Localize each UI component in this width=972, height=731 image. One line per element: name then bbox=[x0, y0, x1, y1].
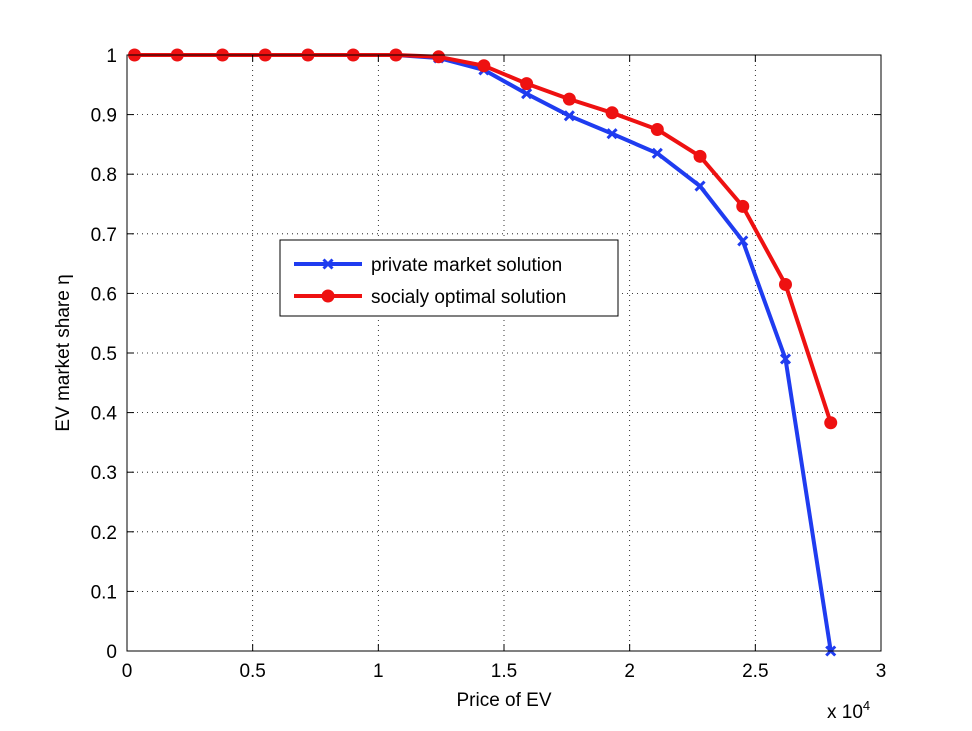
data-point bbox=[432, 50, 446, 64]
legend-label: socialy optimal solution bbox=[371, 287, 566, 308]
data-point bbox=[651, 147, 663, 159]
y-tick-label: 0.7 bbox=[91, 225, 117, 246]
data-point bbox=[521, 88, 533, 100]
data-point bbox=[736, 199, 750, 213]
data-point bbox=[694, 180, 706, 192]
data-point bbox=[606, 128, 618, 140]
x-tick-label: 2 bbox=[624, 661, 635, 682]
data-point bbox=[693, 149, 707, 163]
y-tick-label: 0.8 bbox=[91, 165, 117, 186]
data-point bbox=[563, 110, 575, 122]
legend-box bbox=[279, 239, 619, 317]
x-tick-label: 0.5 bbox=[239, 661, 265, 682]
y-tick-label: 0.1 bbox=[91, 582, 117, 603]
data-point bbox=[737, 235, 749, 247]
x-axis-multiplier-exponent: 4 bbox=[863, 698, 870, 713]
data-point bbox=[520, 77, 534, 91]
data-point bbox=[562, 92, 576, 106]
y-tick-label: 0.5 bbox=[91, 344, 117, 365]
legend-item: private market solution bbox=[294, 255, 562, 276]
x-tick-label: 2.5 bbox=[742, 661, 768, 682]
y-tick-label: 0.3 bbox=[91, 463, 117, 484]
legend-marker bbox=[322, 258, 334, 270]
y-axis-label: EV market share η bbox=[53, 274, 74, 431]
x-tick-label: 1 bbox=[373, 661, 384, 682]
x-tick-label: 1.5 bbox=[491, 661, 517, 682]
x-axis-label: Price of EV bbox=[456, 690, 551, 711]
data-point bbox=[824, 416, 838, 430]
data-point bbox=[477, 59, 491, 73]
legend-label: private market solution bbox=[371, 255, 562, 276]
data-point bbox=[605, 106, 619, 120]
x-tick-label: 0 bbox=[122, 661, 133, 682]
y-tick-label: 1 bbox=[106, 46, 117, 67]
y-tick-label: 0.2 bbox=[91, 523, 117, 544]
data-point bbox=[650, 123, 664, 136]
legend-item: socialy optimal solution bbox=[294, 287, 566, 308]
x-axis-multiplier-base: x 10 bbox=[827, 702, 863, 723]
ticks: 0 0.5 1 1.5 2 2.5 3 0 0.1 0.2 0.3 0.4 0.5 0.6 0.7 0.8 0.… bbox=[91, 46, 887, 682]
x-tick-label: 3 bbox=[876, 661, 887, 682]
data-point bbox=[779, 353, 792, 365]
y-tick-label: 0.9 bbox=[91, 106, 117, 127]
x-axis-multiplier: x 104 bbox=[827, 698, 870, 723]
legend-marker bbox=[321, 289, 335, 303]
grid bbox=[127, 55, 881, 651]
data-point bbox=[778, 277, 792, 291]
y-tick-label: 0.6 bbox=[91, 284, 117, 305]
y-tick-label: 0 bbox=[106, 642, 117, 663]
legend: private market solution socialy optimal s… bbox=[279, 239, 619, 317]
y-tick-label: 0.4 bbox=[91, 404, 118, 425]
